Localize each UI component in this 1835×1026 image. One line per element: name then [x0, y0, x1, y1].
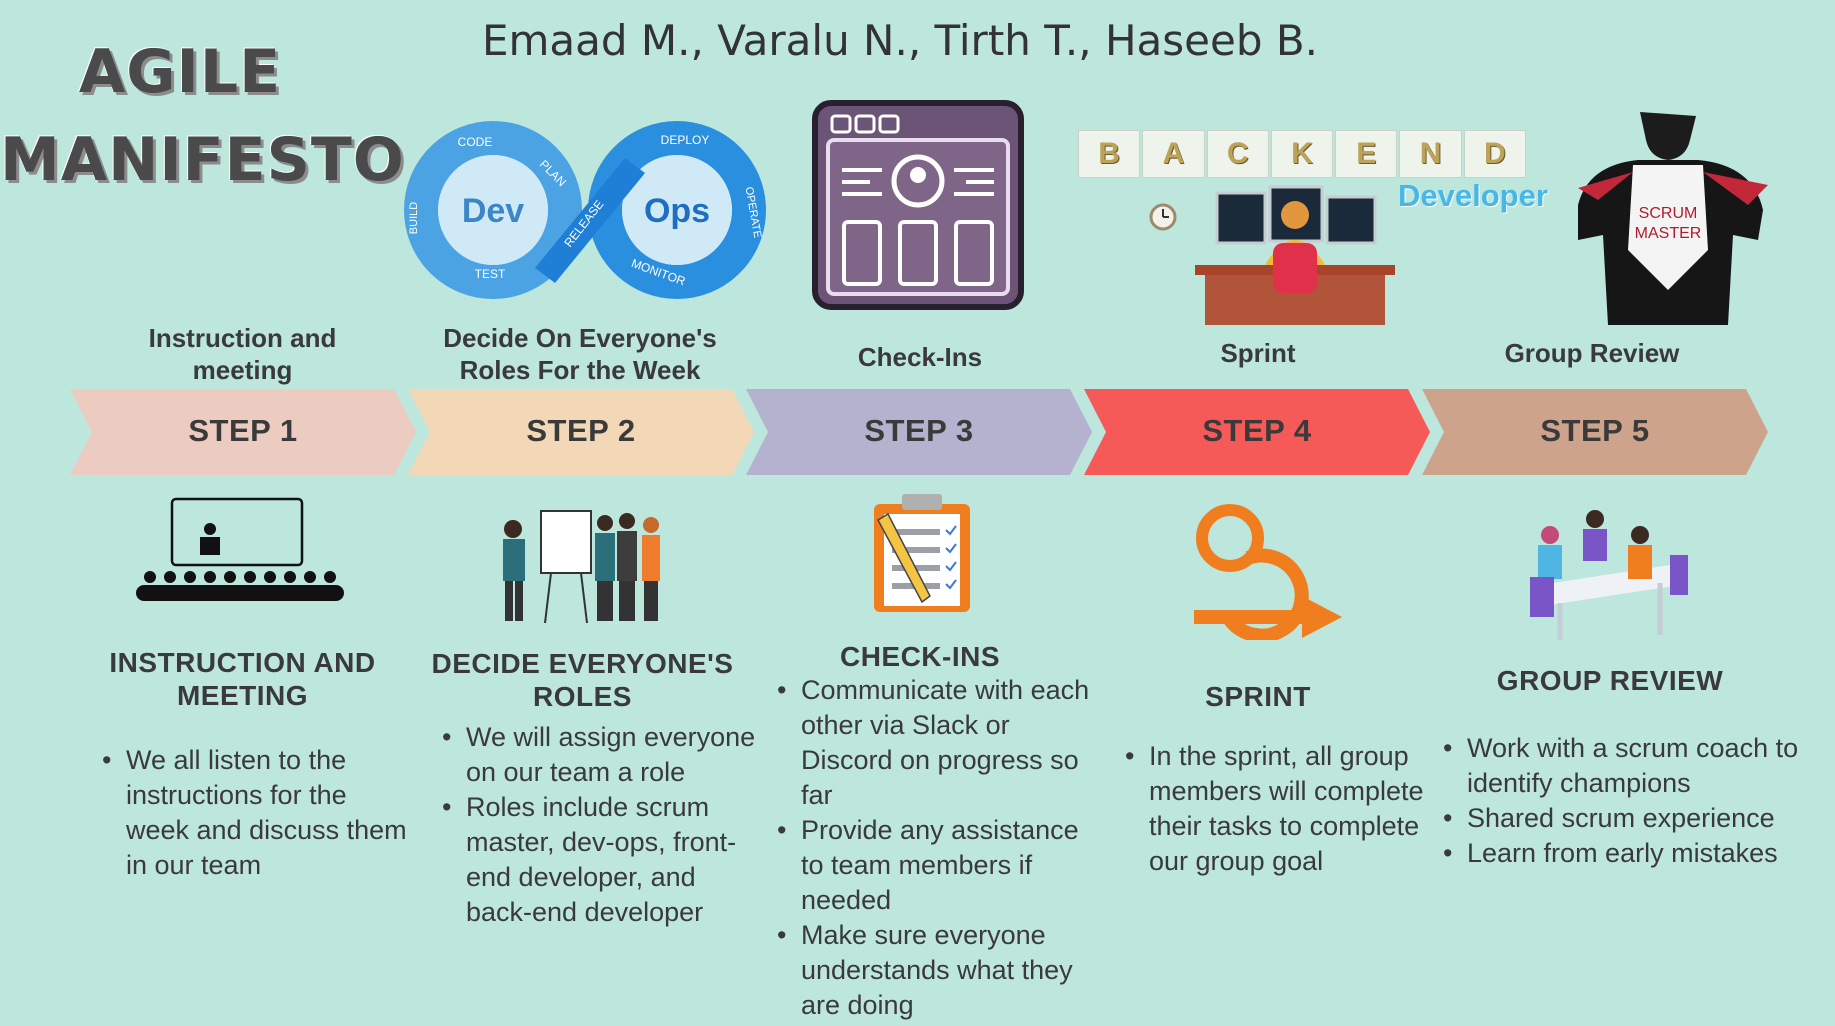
step-2-bullet-list: We will assign everyone on our team a ro… — [442, 720, 766, 930]
presentation-audience-icon — [136, 497, 344, 601]
backend-letter: A — [1142, 130, 1205, 178]
release-arrow — [535, 158, 645, 283]
scrum-master-superhero-illustration: SCRUM MASTER — [1578, 112, 1768, 325]
window-dot-icon — [830, 114, 852, 134]
step-3-chevron-label: STEP 3 — [864, 413, 974, 448]
team-flipchart-icon — [503, 510, 660, 624]
step-5-chevron-label: STEP 5 — [1540, 413, 1650, 448]
card-icon — [842, 220, 882, 286]
hero-tie-right — [1703, 172, 1768, 205]
step-1-bullet-list: We all listen to the instructions for th… — [102, 743, 411, 883]
step-3-bullet-list: Communicate with each other via Slack or… — [777, 673, 1101, 1023]
step-4-chevron-label: STEP 4 — [1202, 413, 1312, 448]
devops-infinity-illustration: Dev Ops CODE PLAN BUILD TEST RELEASE DEP… — [404, 121, 766, 299]
profile-icon — [891, 154, 945, 208]
devops-stage-test: TEST — [475, 267, 506, 281]
window-dot-icon — [878, 114, 900, 134]
step-3-bullet: Provide any assistance to team members i… — [777, 813, 1101, 918]
backend-letter: D — [1463, 130, 1526, 178]
step-5-chevron — [1422, 389, 1768, 475]
step-5-bullet: Learn from early mistakes — [1443, 836, 1812, 871]
hero-head — [1640, 112, 1696, 160]
developer-head — [1281, 201, 1309, 229]
card-icon — [898, 220, 938, 286]
team-review-meeting-icon — [1530, 510, 1688, 640]
hero-shirt — [1628, 165, 1708, 290]
backend-letter: K — [1270, 130, 1334, 178]
step-1-bullet: We all listen to the instructions for th… — [102, 743, 411, 883]
step-3-heading: CHECK-INS — [839, 641, 1001, 672]
step-1-chevron — [70, 389, 416, 475]
step-3-chevron — [746, 389, 1092, 475]
office-chair — [1273, 243, 1317, 293]
step-5-heading: GROUP REVIEW — [1496, 665, 1724, 696]
main-title: AGILE MANIFESTO — [0, 28, 405, 204]
step-4-bullet: In the sprint, all group members will co… — [1125, 739, 1444, 879]
monitor-icon — [1215, 191, 1267, 245]
step-1-top-label: Instruction and meeting — [148, 323, 337, 385]
step-4-bullet-list: In the sprint, all group members will co… — [1125, 739, 1444, 879]
step-2-top-label: Decide On Everyone's Roles For the Week — [443, 323, 717, 385]
step-5-top-label: Group Review — [1504, 338, 1680, 368]
devops-stage-deploy: DEPLOY — [661, 133, 710, 147]
step-5-bullet: Shared scrum experience — [1443, 801, 1812, 836]
step-2-chevron-label: STEP 2 — [526, 413, 636, 448]
step-2-bullet: We will assign everyone on our team a ro… — [442, 720, 766, 790]
scrum-badge-line-1: SCRUM — [1639, 205, 1698, 222]
step-3-bullet: Communicate with each other via Slack or… — [777, 673, 1101, 813]
step-2-bullet: Roles include scrum master, dev-ops, fro… — [442, 790, 766, 930]
scrum-badge-line-2: MASTER — [1635, 225, 1702, 242]
step-3-bullet: Make sure everyone understands what they… — [777, 918, 1101, 1023]
devops-ops-word: Ops — [644, 192, 710, 230]
clipboard-checklist-icon — [874, 494, 970, 612]
step-2-heading: DECIDE EVERYONE'S ROLES — [431, 648, 734, 712]
backend-letter: N — [1399, 130, 1462, 178]
step-1-chevron-label: STEP 1 — [188, 413, 298, 448]
authors: Emaad M., Varalu N., Tirth T., Haseeb B. — [481, 16, 1319, 65]
dev-loop — [404, 121, 582, 299]
step-4-heading: SPRINT — [1205, 681, 1311, 712]
checkin-dashboard-icon — [812, 100, 1024, 310]
backend-letter: C — [1206, 130, 1269, 178]
step-3-top-label: Check-Ins — [857, 342, 983, 372]
sprint-cycle-icon — [1194, 504, 1342, 640]
devops-dev-word: Dev — [462, 192, 524, 230]
backend-letter-row: B A C K E N D — [1078, 130, 1526, 178]
pencil-icon — [877, 512, 931, 604]
developer-at-desk-illustration — [1149, 185, 1395, 325]
step-5-bullet-list: Work with a scrum coach to identify cham… — [1443, 731, 1812, 871]
backend-letter: B — [1078, 130, 1141, 178]
card-icon — [954, 220, 994, 286]
main-title-line-1: AGILE — [78, 37, 282, 107]
monitor-icon — [1325, 195, 1377, 245]
backend-letter: E — [1335, 130, 1398, 178]
step-5-bullet: Work with a scrum coach to identify cham… — [1443, 731, 1812, 801]
step-4-chevron — [1084, 389, 1430, 475]
step-4-top-label: Sprint — [1220, 338, 1296, 368]
window-dot-icon — [854, 114, 876, 134]
main-title-line-2: MANIFESTO — [0, 125, 405, 195]
backend-developer-caption: Developer — [1398, 178, 1548, 213]
step-chevron-row — [70, 389, 1768, 475]
step-2-chevron — [408, 389, 754, 475]
step-1-heading: INSTRUCTION AND MEETING — [109, 647, 376, 711]
hero-tie-left — [1578, 172, 1633, 200]
devops-stage-code: CODE — [458, 135, 493, 149]
devops-stage-build: BUILD — [408, 202, 420, 234]
